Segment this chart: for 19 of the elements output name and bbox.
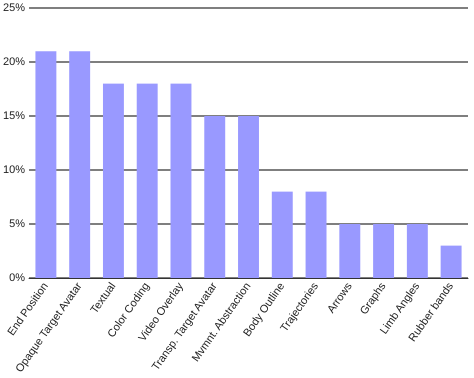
y-tick-label: 10%: [2, 164, 26, 176]
y-tick-label: 0%: [9, 272, 26, 284]
bar: [238, 116, 259, 278]
y-tick-label: 15%: [2, 110, 26, 122]
bar: [170, 84, 192, 278]
y-tick-label: 25%: [2, 2, 26, 14]
bar: [306, 192, 327, 278]
bar: [406, 224, 428, 278]
bar: [69, 51, 90, 278]
bar: [102, 84, 124, 278]
y-tick-label: 5%: [9, 218, 26, 230]
bar: [136, 84, 158, 278]
bar: [272, 192, 293, 278]
bar: [339, 224, 360, 278]
bar: [35, 51, 56, 278]
y-tick-label: 20%: [2, 56, 26, 68]
bar: [440, 246, 462, 278]
bar: [373, 224, 394, 278]
bar: [204, 116, 226, 278]
